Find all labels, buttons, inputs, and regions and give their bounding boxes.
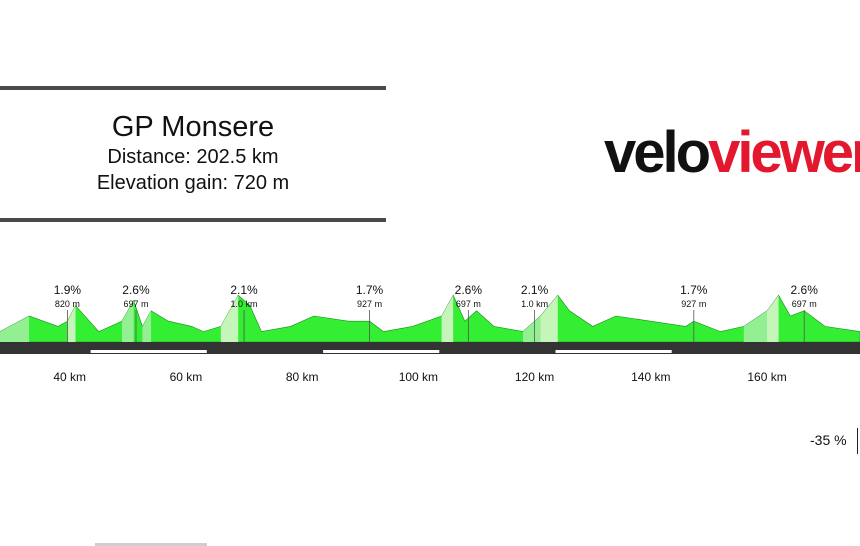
veloviewer-logo: veloviewer: [604, 118, 860, 188]
climb-length-label: 1.0 km: [521, 299, 548, 309]
climb-grade-label: 1.9%: [54, 283, 82, 297]
climb-length-label: 1.0 km: [231, 299, 258, 309]
profile-climb-shade: [67, 305, 76, 342]
elevation-profile-chart: 1.9% 820 m 2.6% 697 m 2.1% 1.0 km 1.7% 927 m 2.6…: [0, 283, 860, 384]
profile-climb-shade: [767, 295, 779, 342]
logo-part-viewer: viewer: [708, 120, 860, 185]
logo-part-velo: velo: [604, 120, 711, 185]
climb-grade-label: 2.6%: [122, 283, 150, 297]
x-tick-label: 100 km: [399, 370, 438, 384]
climb-length-label: 697 m: [123, 299, 148, 309]
loop-segment-bar: [555, 350, 672, 353]
profile-climb-shade: [122, 300, 134, 342]
profile-climb-shade: [0, 316, 30, 342]
climb-grade-label: 1.7%: [356, 283, 384, 297]
race-title: GP Monsere: [111, 111, 275, 143]
x-tick-label: 120 km: [515, 370, 554, 384]
climb-length-label: 927 m: [357, 299, 382, 309]
profile-climb-shade: [220, 295, 239, 342]
race-info-panel: GP Monsere Distance: 202.5 km Elevation …: [0, 86, 386, 222]
x-tick-label: 60 km: [170, 370, 203, 384]
profile-climb-shade: [743, 310, 767, 342]
profile-climb-shade: [540, 295, 558, 342]
x-tick-label: 80 km: [286, 370, 319, 384]
x-tick-label: 40 km: [53, 370, 86, 384]
climb-grade-label: 2.6%: [455, 283, 483, 297]
grade-readout: -35 %: [810, 432, 847, 448]
profile-climb-shade: [523, 316, 541, 342]
race-distance: Distance: 202.5 km: [107, 146, 279, 168]
climb-length-label: 697 m: [456, 299, 481, 309]
profile-climb-shade: [142, 310, 152, 342]
profile-climb-shade: [441, 295, 454, 342]
climb-length-label: 697 m: [792, 299, 817, 309]
climb-length-label: 820 m: [55, 299, 80, 309]
loop-segment-bar: [323, 350, 440, 353]
climb-grade-label: 2.6%: [791, 283, 819, 297]
readout-cursor-line: [857, 428, 858, 454]
x-tick-label: 160 km: [747, 370, 786, 384]
climb-grade-label: 1.7%: [680, 283, 708, 297]
scrollbar-stub: [95, 543, 207, 546]
x-tick-label: 140 km: [631, 370, 670, 384]
climb-length-label: 927 m: [681, 299, 706, 309]
loop-segment-bar: [90, 350, 207, 353]
climb-grade-label: 2.1%: [521, 283, 549, 297]
climb-grade-label: 2.1%: [230, 283, 258, 297]
race-elevation-gain: Elevation gain: 720 m: [96, 172, 290, 194]
